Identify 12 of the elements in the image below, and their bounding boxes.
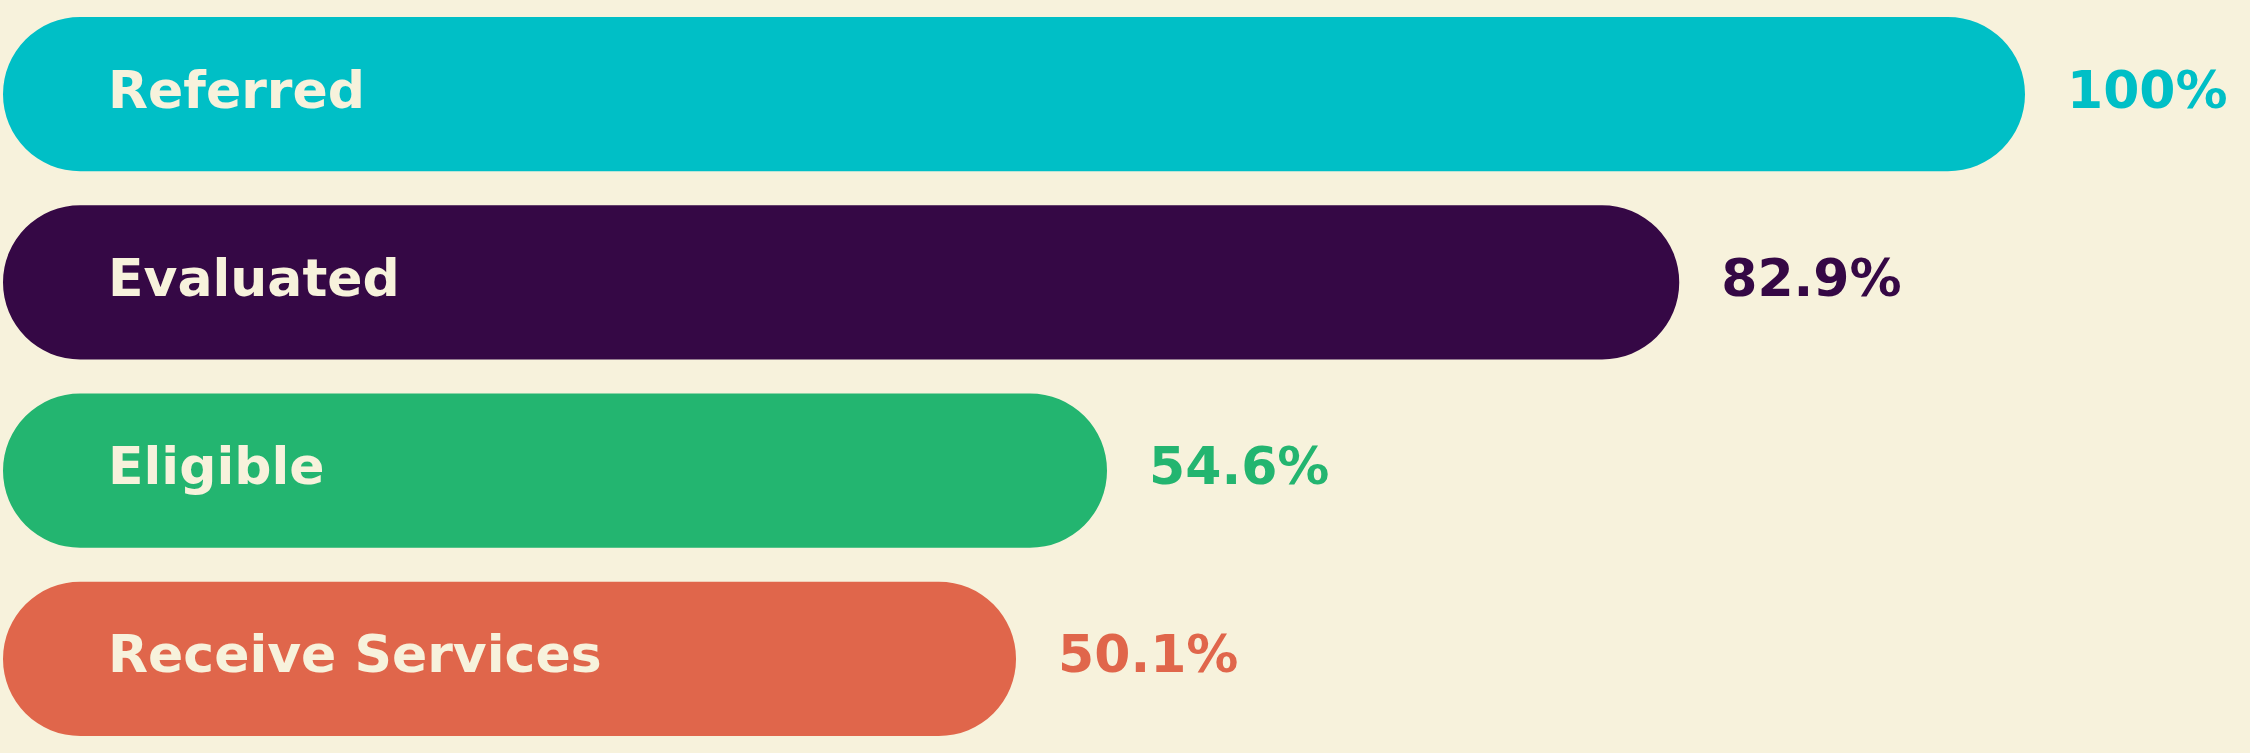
y-tick-label: Evaluated <box>108 247 400 308</box>
data-label: 100% <box>2067 59 2228 120</box>
bar <box>3 205 1680 360</box>
bar <box>3 16 2025 172</box>
y-tick-label: Eligible <box>108 436 325 497</box>
data-label: 50.1% <box>1058 624 1239 685</box>
bar <box>3 581 1017 737</box>
data-label: 54.6% <box>1149 436 1330 497</box>
data-label: 82.9% <box>1721 247 1902 308</box>
y-tick-label: Receive Services <box>108 624 602 685</box>
y-tick-label: Referred <box>108 59 365 120</box>
bar <box>3 393 1108 548</box>
